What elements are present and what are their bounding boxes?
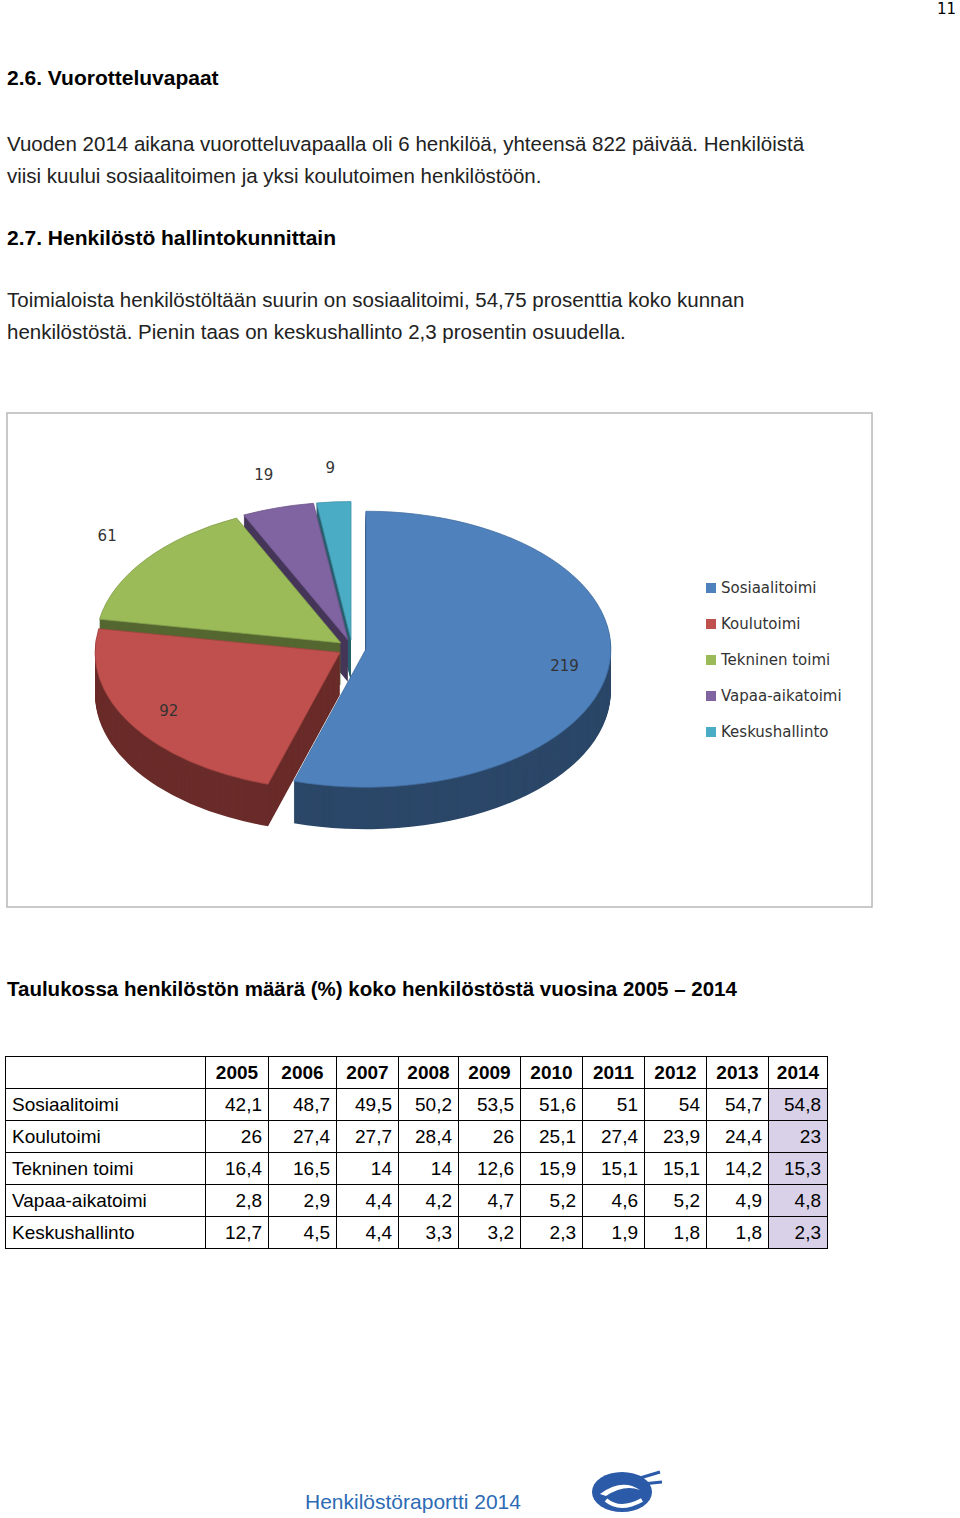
table-cell: 4,5 — [269, 1217, 337, 1249]
table-cell: 24,4 — [707, 1121, 769, 1153]
column-header: 2009 — [459, 1057, 521, 1089]
table-title: Taulukossa henkilöstön määrä (%) koko he… — [7, 977, 737, 1001]
column-header: 2007 — [337, 1057, 399, 1089]
paragraph-line: Toimialoista henkilöstöltään suurin on s… — [7, 288, 744, 312]
table-cell: 12,7 — [206, 1217, 269, 1249]
column-header: 2011 — [583, 1057, 645, 1089]
table-cell: 15,1 — [583, 1153, 645, 1185]
table-cell: 15,3 — [769, 1153, 828, 1185]
data-table: 2005200620072008200920102011201220132014… — [5, 1056, 828, 1249]
table-corner — [6, 1057, 206, 1089]
table-cell: 16,5 — [269, 1153, 337, 1185]
table-cell: 27,7 — [337, 1121, 399, 1153]
table-cell: 54,8 — [769, 1089, 828, 1121]
paragraph-line: henkilöstöstä. Pienin taas on keskushall… — [7, 320, 626, 344]
legend-label: Tekninen toimi — [720, 651, 830, 669]
row-label: Keskushallinto — [6, 1217, 206, 1249]
page-number: 11 — [937, 0, 956, 18]
table-cell: 51 — [583, 1089, 645, 1121]
legend-swatch — [706, 583, 716, 593]
table-cell: 48,7 — [269, 1089, 337, 1121]
table-cell: 53,5 — [459, 1089, 521, 1121]
pie — [95, 502, 611, 830]
section-heading: 2.7. Henkilöstö hallintokunnittain — [7, 226, 336, 250]
table-cell: 50,2 — [399, 1089, 459, 1121]
table-cell: 26 — [206, 1121, 269, 1153]
footer-text: Henkilöstöraportti 2014 — [305, 1490, 521, 1514]
table-cell: 5,2 — [645, 1185, 707, 1217]
chart-canvas: 2199261199SosiaalitoimiKoulutoimiTeknine… — [0, 0, 960, 1518]
data-label: 92 — [159, 702, 178, 720]
table-cell: 54 — [645, 1089, 707, 1121]
table-cell: 3,2 — [459, 1217, 521, 1249]
table-cell: 25,1 — [521, 1121, 583, 1153]
table-cell: 2,9 — [269, 1185, 337, 1217]
table-cell: 23 — [769, 1121, 828, 1153]
column-header: 2008 — [399, 1057, 459, 1089]
table-cell: 4,8 — [769, 1185, 828, 1217]
table-cell: 4,6 — [583, 1185, 645, 1217]
table-cell: 27,4 — [269, 1121, 337, 1153]
table-cell: 15,9 — [521, 1153, 583, 1185]
row-label: Sosiaalitoimi — [6, 1089, 206, 1121]
table-cell: 2,3 — [521, 1217, 583, 1249]
table-cell: 5,2 — [521, 1185, 583, 1217]
table-cell: 3,3 — [399, 1217, 459, 1249]
table-cell: 23,9 — [645, 1121, 707, 1153]
table-cell: 28,4 — [399, 1121, 459, 1153]
legend-label: Sosiaalitoimi — [721, 579, 816, 597]
data-label: 61 — [98, 527, 117, 545]
table-cell: 15,1 — [645, 1153, 707, 1185]
table-cell: 27,4 — [583, 1121, 645, 1153]
column-header: 2013 — [707, 1057, 769, 1089]
table-cell: 14 — [337, 1153, 399, 1185]
row-label: Vapaa-aikatoimi — [6, 1185, 206, 1217]
row-label: Tekninen toimi — [6, 1153, 206, 1185]
paragraph-line: viisi kuului sosiaalitoimen ja yksi koul… — [7, 164, 541, 188]
column-header: 2006 — [269, 1057, 337, 1089]
legend-label: Vapaa-aikatoimi — [721, 687, 842, 705]
table-cell: 4,4 — [337, 1217, 399, 1249]
column-header: 2012 — [645, 1057, 707, 1089]
table-cell: 1,8 — [645, 1217, 707, 1249]
chart-frame — [7, 413, 872, 907]
data-label: 9 — [325, 459, 335, 477]
pie-slice — [294, 511, 611, 829]
column-header: 2014 — [769, 1057, 828, 1089]
table-cell: 1,8 — [707, 1217, 769, 1249]
table-cell: 12,6 — [459, 1153, 521, 1185]
legend-label: Keskushallinto — [721, 723, 828, 741]
table-cell: 4,2 — [399, 1185, 459, 1217]
table-cell: 16,4 — [206, 1153, 269, 1185]
table-cell: 14 — [399, 1153, 459, 1185]
legend-label: Koulutoimi — [721, 615, 800, 633]
table-cell: 51,6 — [521, 1089, 583, 1121]
footer-logo — [592, 1472, 662, 1512]
table-cell: 2,8 — [206, 1185, 269, 1217]
table-cell: 1,9 — [583, 1217, 645, 1249]
legend-swatch — [706, 655, 716, 665]
column-header: 2005 — [206, 1057, 269, 1089]
table-cell: 26 — [459, 1121, 521, 1153]
table-cell: 54,7 — [707, 1089, 769, 1121]
pie-slice — [95, 629, 340, 827]
table-cell: 14,2 — [707, 1153, 769, 1185]
legend-swatch — [706, 691, 716, 701]
table-cell: 2,3 — [769, 1217, 828, 1249]
section-heading: 2.6. Vuorotteluvapaat — [7, 66, 219, 90]
legend-swatch — [706, 619, 716, 629]
table-cell: 4,9 — [707, 1185, 769, 1217]
data-label: 219 — [550, 657, 579, 675]
data-label: 19 — [254, 466, 273, 484]
table-cell: 4,7 — [459, 1185, 521, 1217]
table-cell: 42,1 — [206, 1089, 269, 1121]
paragraph-line: Vuoden 2014 aikana vuorotteluvapaalla ol… — [7, 132, 804, 156]
table-cell: 49,5 — [337, 1089, 399, 1121]
legend-swatch — [706, 727, 716, 737]
column-header: 2010 — [521, 1057, 583, 1089]
table-cell: 4,4 — [337, 1185, 399, 1217]
row-label: Koulutoimi — [6, 1121, 206, 1153]
